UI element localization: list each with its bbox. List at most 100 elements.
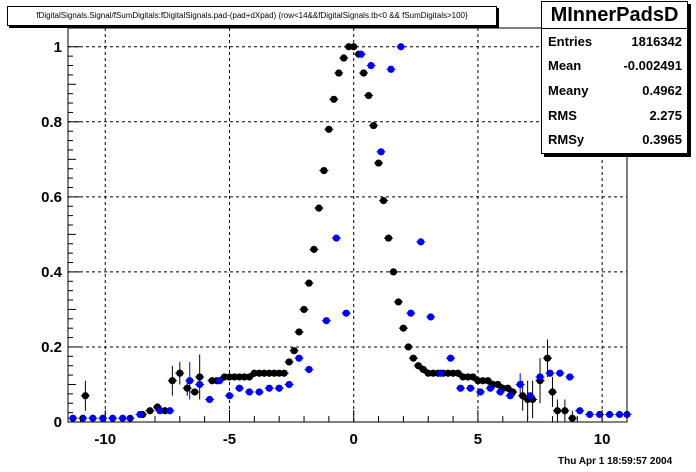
blue-point: [506, 392, 514, 400]
black-point: [191, 388, 199, 396]
blue-point: [79, 414, 87, 422]
black-point: [305, 279, 313, 287]
blue-point: [546, 369, 554, 377]
black-point: [235, 373, 244, 381]
x-tick-label: 0: [350, 431, 358, 448]
stats-row-mean: Mean -0.002491: [542, 54, 687, 79]
black-point: [389, 268, 398, 276]
black-point: [424, 369, 432, 377]
x-tick-label: -5: [223, 431, 236, 448]
blue-point: [407, 309, 415, 317]
y-tick-label: 0: [54, 414, 62, 431]
blue-point: [596, 410, 604, 419]
black-point: [449, 369, 457, 377]
blue-point: [235, 384, 244, 392]
black-point: [168, 377, 176, 385]
blue-point: [245, 388, 253, 396]
black-point: [320, 166, 328, 175]
black-point: [280, 369, 288, 377]
stats-label: Entries: [548, 33, 593, 49]
black-point: [360, 69, 368, 77]
black-point: [230, 373, 239, 381]
stats-label: Mean: [548, 58, 582, 74]
datestamp: Thu Apr 1 18:59:57 2004: [558, 456, 673, 467]
x-tick-label: 5: [474, 431, 482, 448]
stats-box: MInnerPadsD Entries 1816342 Mean -0.0024…: [541, 1, 688, 154]
blue-point: [186, 377, 194, 385]
black-point: [484, 377, 492, 385]
stats-row-meany: Meany 0.4962: [542, 78, 687, 103]
black-point: [384, 234, 393, 242]
black-point: [275, 369, 283, 377]
blue-point: [342, 309, 350, 317]
blue-point: [119, 414, 127, 422]
black-point: [519, 392, 527, 400]
black-point: [225, 373, 234, 381]
black-point: [325, 125, 333, 133]
black-point: [285, 358, 293, 366]
black-point: [379, 197, 388, 205]
blue-point: [516, 380, 524, 389]
black-point: [399, 324, 407, 332]
black-point: [196, 373, 204, 381]
black-point: [419, 365, 427, 374]
y-tick-label: 0.8: [41, 114, 62, 131]
blue-point: [427, 313, 435, 321]
black-point: [290, 347, 298, 355]
black-point: [464, 373, 472, 381]
black-point: [250, 369, 258, 377]
blue-point: [136, 410, 144, 419]
data-points: [69, 43, 631, 422]
black-point: [330, 95, 338, 103]
axes: -10 -5 0 5 10 0 0.2 0.4 0.6 0.8 1: [41, 27, 628, 448]
black-point: [474, 377, 482, 385]
black-point: [494, 380, 502, 389]
blue-point: [556, 369, 564, 377]
black-point: [146, 407, 154, 415]
blue-point: [377, 148, 385, 156]
stats-row-entries: Entries 1816342: [542, 29, 687, 54]
black-point: [553, 407, 562, 415]
black-point: [295, 328, 303, 336]
black-point: [315, 204, 323, 212]
blue-point: [265, 384, 273, 392]
stats-value: -0.002491: [623, 58, 682, 74]
blue-point: [437, 369, 445, 377]
blue-point: [89, 414, 97, 422]
blue-point: [447, 354, 455, 362]
black-point: [504, 384, 512, 392]
black-point: [409, 354, 417, 362]
black-point: [543, 354, 552, 362]
blue-point: [99, 414, 107, 422]
stats-label: RMS: [548, 107, 577, 123]
blue-point: [357, 50, 365, 58]
black-point: [469, 373, 477, 381]
plot-title: fDigitalSignals.Signal/fSumDigitals:fDig…: [7, 6, 497, 26]
blue-point: [285, 380, 293, 389]
blue-point: [275, 384, 283, 392]
stats-label: Meany: [548, 82, 589, 98]
blue-point: [615, 410, 624, 419]
black-point: [255, 369, 263, 377]
blue-point: [166, 407, 174, 415]
black-point: [369, 121, 378, 130]
blue-point: [295, 354, 303, 362]
black-point: [260, 369, 268, 377]
stats-row-rmsy: RMSy 0.3965: [542, 127, 687, 152]
stats-value: 0.3965: [642, 132, 682, 148]
black-point: [335, 69, 343, 77]
stats-value: 0.4962: [642, 82, 682, 98]
stats-value: 2.275: [649, 107, 682, 123]
black-point: [220, 373, 229, 381]
x-tick-label: 10: [594, 431, 611, 448]
black-point: [161, 407, 169, 415]
blue-point: [496, 388, 504, 396]
blue-point: [486, 384, 494, 392]
black-point: [568, 414, 576, 422]
blue-point: [109, 414, 117, 422]
black-point: [479, 377, 487, 385]
blue-point: [206, 395, 214, 404]
blue-point: [526, 392, 534, 400]
black-point: [429, 369, 437, 377]
y-tick-label: 0.4: [41, 264, 63, 281]
